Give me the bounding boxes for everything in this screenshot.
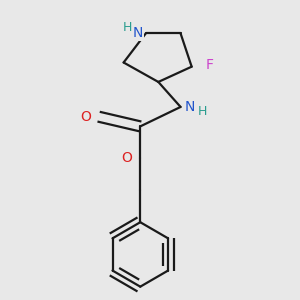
Text: O: O — [81, 110, 92, 124]
Text: N: N — [132, 26, 143, 40]
Text: N: N — [184, 100, 195, 114]
Text: F: F — [206, 58, 214, 72]
Text: H: H — [122, 21, 132, 34]
Text: O: O — [121, 151, 132, 165]
Text: H: H — [197, 105, 207, 118]
